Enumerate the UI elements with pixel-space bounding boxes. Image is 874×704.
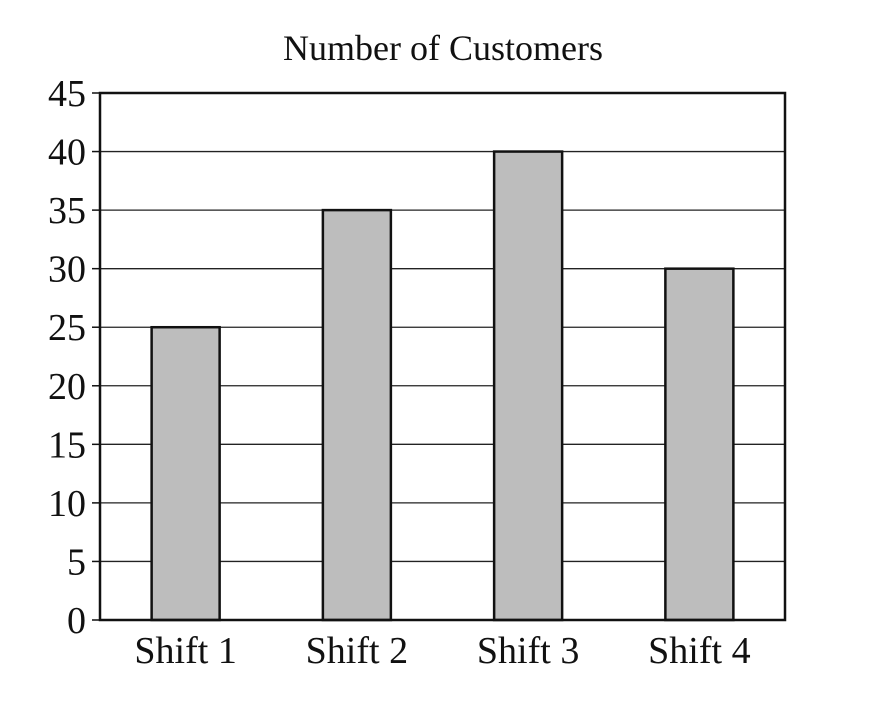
y-tick-label: 0 (67, 600, 86, 642)
y-tick-label: 30 (48, 249, 86, 291)
plot-frame (98, 91, 787, 622)
x-category-label: Shift 1 (134, 630, 236, 672)
bar-2 (321, 208, 393, 622)
x-category-label: Shift 4 (648, 630, 750, 672)
y-tick-label: 35 (48, 190, 86, 232)
bar-3 (492, 150, 564, 622)
y-tick-label: 20 (48, 366, 86, 408)
chart-title: Number of Customers (283, 28, 603, 68)
label-layer: 0 5 10 15 20 25 30 35 40 45 Shift 1 Shift 2 Shift 3 S… (48, 73, 751, 672)
bar-layer (150, 150, 735, 622)
x-category-label: Shift 2 (306, 630, 408, 672)
x-category-label: Shift 3 (477, 630, 579, 672)
y-tick-label: 15 (48, 424, 86, 466)
bar-1 (150, 325, 221, 622)
y-tick-label: 45 (48, 73, 86, 115)
y-tick-label: 40 (48, 132, 86, 174)
y-tick-label: 10 (48, 483, 86, 525)
bar-4 (664, 267, 735, 622)
axis-layer (92, 91, 787, 622)
y-tick-label: 5 (67, 541, 86, 583)
y-tick-label: 25 (48, 307, 86, 349)
